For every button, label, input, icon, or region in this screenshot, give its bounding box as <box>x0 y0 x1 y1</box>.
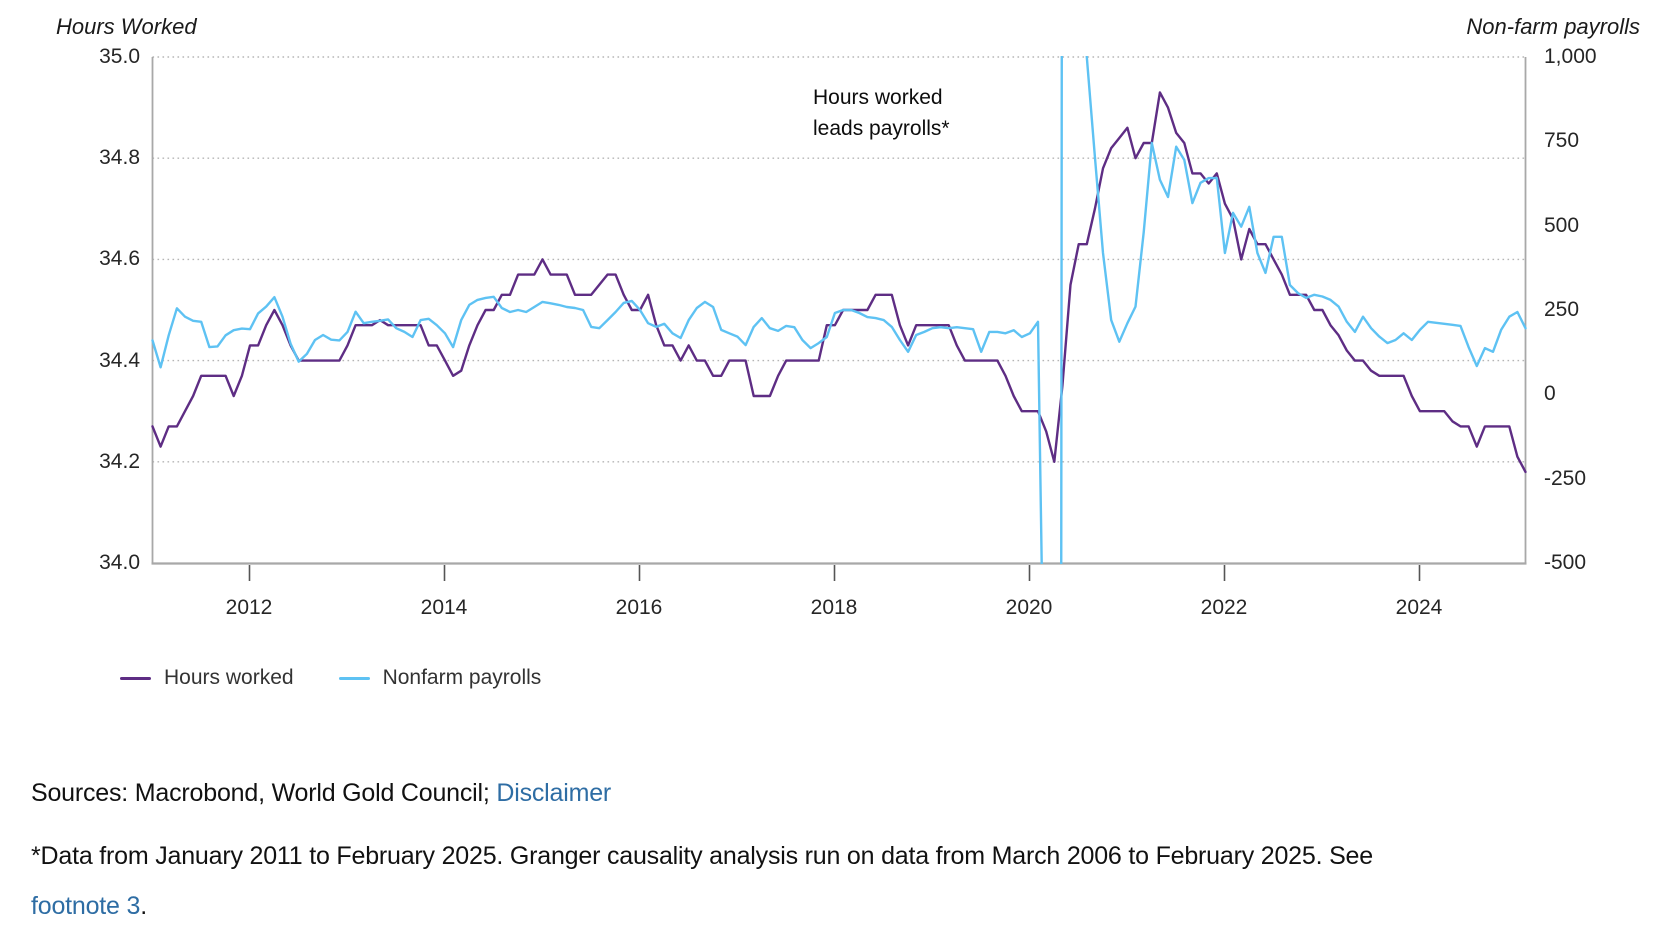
line-chart <box>151 56 1527 581</box>
right-axis-tick-label: -500 <box>1544 551 1587 574</box>
x-axis-year-label: 2024 <box>1395 596 1443 619</box>
gridlines <box>152 56 1526 463</box>
legend: Hours worked Nonfarm payrolls <box>120 666 541 690</box>
right-axis-tick-label: -250 <box>1544 467 1587 490</box>
legend-label-hours-worked: Hours worked <box>164 666 294 689</box>
right-axis-tick-label: 250 <box>1544 298 1580 321</box>
footnote-text: *Data from January 2011 to February 2025… <box>31 842 1373 870</box>
chart-annotation-line2: leads payrolls* <box>813 117 950 140</box>
footnote-period: . <box>140 892 147 920</box>
right-axis-tick-label: 500 <box>1544 214 1580 237</box>
nonfarm-payrolls-line <box>151 56 1527 564</box>
footnote-link[interactable]: footnote 3 <box>31 892 141 920</box>
sources-line: Sources: Macrobond, World Gold Council; … <box>31 779 611 808</box>
left-axis-tick-label: 34.4 <box>99 349 140 372</box>
x-axis-year-label: 2016 <box>615 596 663 619</box>
sources-text: Sources: Macrobond, World Gold Council; <box>31 779 497 807</box>
hours-worked-swatch-icon <box>120 676 151 680</box>
x-axis-year-label: 2018 <box>810 596 858 619</box>
left-axis-tick-label: 35.0 <box>99 45 140 68</box>
x-axis-year-label: 2020 <box>1005 596 1053 619</box>
x-axis-year-label: 2012 <box>225 596 273 619</box>
chart-annotation-line1: Hours worked <box>813 86 943 109</box>
right-axis-title: Non-farm payrolls <box>1466 14 1640 39</box>
disclaimer-link[interactable]: Disclaimer <box>496 779 612 807</box>
right-axis-tick-label: 1,000 <box>1544 45 1597 68</box>
legend-label-nonfarm-payrolls: Nonfarm payrolls <box>382 666 542 689</box>
left-axis-title: Hours Worked <box>56 14 197 39</box>
hours-worked-line <box>151 91 1527 474</box>
x-axis-year-label: 2022 <box>1200 596 1248 619</box>
right-axis-tick-label: 750 <box>1544 129 1580 152</box>
legend-item-hours-worked: Hours worked <box>120 666 294 690</box>
chart-annotation: Hours worked leads payrolls* <box>813 82 950 144</box>
left-axis-tick-label: 34.6 <box>99 247 140 270</box>
series-layer <box>151 56 1527 564</box>
nonfarm-payrolls-swatch-icon <box>338 676 370 680</box>
left-axis-tick-label: 34.8 <box>99 146 140 169</box>
right-axis-tick-label: 0 <box>1544 382 1556 405</box>
x-tick-marks <box>248 565 1421 581</box>
axis-lines <box>151 57 1527 565</box>
left-axis-tick-label: 34.2 <box>99 450 140 473</box>
left-axis-tick-label: 34.0 <box>99 551 140 574</box>
x-axis-year-label: 2014 <box>420 596 468 619</box>
footnote-block: *Data from January 2011 to February 2025… <box>31 831 1373 930</box>
legend-item-nonfarm-payrolls: Nonfarm payrolls <box>338 666 542 690</box>
